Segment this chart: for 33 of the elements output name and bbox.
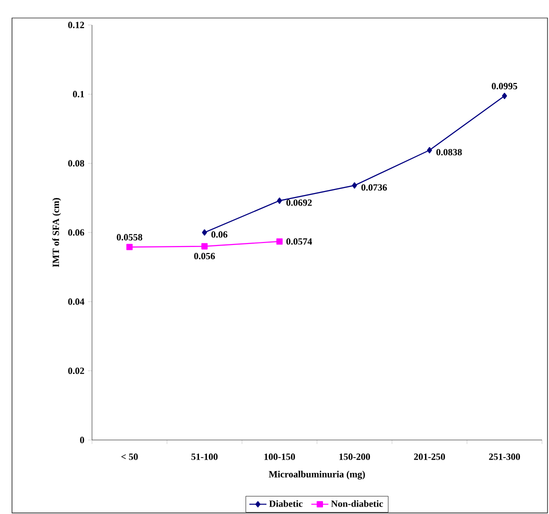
y-tick-label: 0.02 (68, 368, 84, 374)
y-tick-label: 0.04 (68, 298, 84, 305)
x-axis-title: Microalbuminuria (mg) (268, 470, 365, 480)
data-label: 0.0558 (116, 234, 142, 240)
data-label: 0.0995 (492, 82, 518, 90)
data-label: 0.0736 (361, 184, 387, 191)
point (427, 147, 432, 154)
legend-label: Diabetic (269, 500, 303, 507)
x-tick-label: 201-250 (414, 454, 445, 460)
x-tick-label: 150-200 (339, 454, 370, 460)
point (276, 238, 283, 245)
legend-label: Non-diabetic (331, 500, 383, 507)
data-label: 0.0692 (286, 199, 312, 206)
y-tick-label: 0.12 (68, 22, 84, 28)
point (126, 244, 133, 250)
x-tick-label: 100-150 (264, 454, 295, 460)
x-tick-label: < 50 (121, 454, 138, 460)
y-tick-label: 0.08 (68, 160, 84, 167)
x-tick-label: 51-100 (191, 454, 218, 460)
point (202, 229, 208, 236)
point (502, 92, 507, 100)
data-label: 0.056 (194, 252, 215, 260)
y-tick-label: 0.1 (72, 90, 84, 98)
y-axis-title: IMT of SFA (cm) (52, 198, 61, 268)
point (201, 243, 208, 250)
point (352, 182, 357, 189)
data-label: 0.0838 (436, 148, 462, 156)
y-tick-label: 0.06 (68, 229, 84, 236)
data-label: 0.0574 (286, 238, 312, 245)
data-label: 0.06 (211, 231, 228, 238)
x-tick-label: 251-300 (489, 454, 520, 460)
point (277, 198, 282, 204)
y-tick-label: 0 (80, 436, 84, 444)
